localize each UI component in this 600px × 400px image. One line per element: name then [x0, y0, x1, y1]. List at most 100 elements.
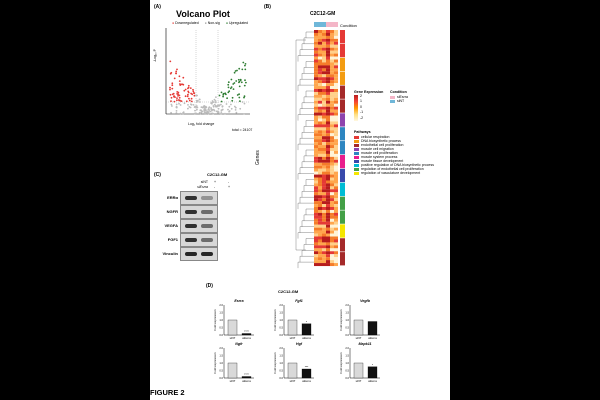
heatmap-cell — [326, 251, 330, 255]
heatmap-cell — [322, 47, 326, 51]
volcano-point — [231, 99, 234, 102]
heatmap-cell — [314, 94, 318, 98]
heatmap-cell — [334, 257, 338, 261]
heatmap-cell — [326, 150, 330, 154]
heatmap-cell — [330, 245, 334, 249]
volcano-point — [193, 106, 196, 108]
y-tick-label: 0.5 — [279, 326, 283, 330]
heatmap-cell — [318, 150, 322, 154]
heatmap-cell — [314, 251, 318, 255]
heatmap-cell — [326, 47, 330, 51]
heatmap-cell — [314, 127, 318, 131]
volcano-point — [194, 109, 196, 112]
heatmap-cell — [326, 174, 330, 178]
y-tick-label: 0.5 — [345, 369, 349, 373]
heatmap-cell — [322, 130, 326, 134]
heatmap-cell — [334, 109, 338, 113]
heatmap-cell — [322, 254, 326, 258]
heatmap-cell — [318, 263, 322, 267]
heatmap-cell — [314, 156, 318, 160]
pathway-legend-item: regulation of vasculature development — [354, 171, 434, 175]
scale-tick: 1 — [360, 99, 362, 104]
heatmap-cell — [330, 118, 334, 122]
volcano-point — [243, 113, 245, 115]
heatmap-cell — [314, 236, 318, 240]
heatmap-cell — [330, 204, 334, 208]
volcano-title: Volcano Plot — [176, 9, 230, 19]
heatmap-cell — [334, 263, 338, 267]
heatmap-cell — [334, 204, 338, 208]
volcano-point — [220, 109, 223, 112]
heatmap-cell — [314, 245, 318, 249]
heatmap-cell — [322, 121, 326, 125]
bar-plot-title: Fgf1 — [295, 299, 303, 303]
heatmap-cell — [330, 224, 334, 228]
heatmap-cell — [314, 124, 318, 128]
heatmap-cell — [314, 133, 318, 137]
blot-band — [185, 252, 197, 256]
heatmap-cell — [334, 145, 338, 149]
heatmap-cell — [318, 30, 322, 33]
volcano-point — [193, 94, 196, 97]
y-tick-label: 0.5 — [219, 326, 223, 330]
y-tick-label: 0.0 — [219, 376, 223, 380]
volcano-point — [203, 112, 206, 115]
legend-swatch — [354, 171, 359, 175]
blot-sint-label: siNT — [200, 180, 208, 184]
heatmap-cell — [330, 230, 334, 234]
pathway-bar-segment — [340, 99, 345, 113]
heatmap-cell — [334, 209, 338, 213]
heatmap-cell — [326, 112, 330, 116]
heatmap-cell — [326, 30, 330, 33]
heatmap-cell — [334, 242, 338, 246]
heatmap-cell — [330, 44, 334, 48]
volcano-point — [210, 107, 212, 109]
panel-a-letter: (A) — [154, 4, 161, 10]
heatmap-cell — [318, 100, 322, 104]
heatmap-cell — [314, 50, 318, 54]
heatmap-title: C2C12-GM — [310, 11, 336, 17]
y-tick-label: 1.0 — [219, 318, 223, 322]
volcano-point — [194, 112, 197, 115]
heatmap-cell — [318, 35, 322, 39]
heatmap-cell — [322, 106, 326, 110]
volcano-point — [238, 67, 241, 70]
heatmap-cell — [318, 77, 322, 81]
heatmap-cell — [326, 215, 330, 219]
volcano-point — [199, 101, 201, 103]
heatmap-cell — [334, 44, 338, 48]
heatmap-cell — [322, 212, 326, 216]
volcano-point — [234, 70, 237, 72]
bar — [287, 319, 298, 336]
heatmap-cell — [314, 121, 318, 125]
heatmap-cell — [326, 195, 330, 199]
volcano-point — [187, 104, 189, 106]
heatmap-cell — [326, 106, 330, 110]
volcano-point — [178, 80, 181, 82]
bar — [287, 362, 298, 379]
heatmap-cell — [314, 260, 318, 264]
heatmap-cell — [318, 74, 322, 78]
heatmap-cell — [322, 68, 326, 72]
x-category-label: siNT — [356, 336, 362, 340]
heatmap-cell — [334, 156, 338, 160]
heatmap-cell — [334, 62, 338, 66]
volcano-point — [238, 85, 241, 88]
heatmap-cell — [322, 165, 326, 169]
heatmap-cell — [322, 263, 326, 267]
heatmap-cell — [334, 227, 338, 231]
pathway-bar-segment — [340, 238, 345, 252]
heatmap-cell — [314, 38, 318, 42]
heatmap-cell — [322, 186, 326, 190]
volcano-point — [227, 108, 229, 111]
heatmap-cell — [322, 174, 326, 178]
heatmap-cell — [322, 30, 326, 33]
heatmap-cell — [330, 112, 334, 116]
volcano-point — [190, 103, 193, 106]
volcano-point — [227, 86, 230, 89]
volcano-point — [243, 96, 245, 99]
heatmap-cell — [322, 71, 326, 75]
heatmap-cell — [334, 68, 338, 72]
blot-label: VEGFA — [164, 223, 178, 228]
